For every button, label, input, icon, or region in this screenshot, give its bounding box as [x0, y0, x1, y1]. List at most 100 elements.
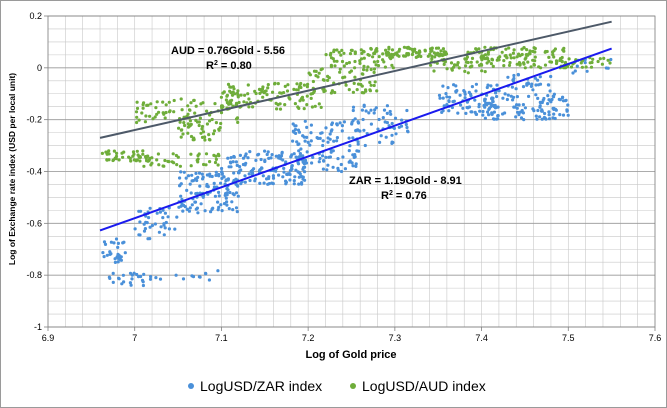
aud-trendline: [99, 20, 612, 139]
zar-data-point: [373, 108, 377, 112]
zar-data-point: [317, 160, 321, 164]
aud-data-point: [523, 66, 527, 70]
zar-data-point: [378, 140, 382, 144]
aud-data-point: [590, 60, 594, 65]
zar-data-point: [538, 75, 542, 79]
zar-data-point: [266, 150, 270, 154]
aud-data-point: [149, 163, 153, 167]
zar-data-point: [193, 200, 197, 204]
aud-data-point: [507, 63, 512, 67]
zar-data-point: [477, 105, 481, 109]
zar-data-point: [296, 160, 300, 164]
aud-data-point: [469, 60, 473, 64]
zar-data-point: [201, 177, 205, 181]
zar-data-point: [188, 206, 192, 210]
aud-data-point: [525, 48, 529, 52]
zar-data-point: [351, 164, 355, 168]
x-tick-label: 7.4: [475, 333, 488, 343]
zar-data-point: [530, 82, 534, 86]
aud-data-point: [164, 103, 168, 107]
zar-data-point: [481, 113, 485, 117]
zar-data-point: [282, 166, 286, 170]
zar-data-point: [444, 92, 448, 96]
zar-data-point: [532, 109, 536, 113]
zar-data-point: [609, 57, 613, 62]
y-tick-label: -0.6: [26, 218, 42, 228]
aud-data-point: [375, 89, 379, 93]
aud-data-point: [559, 58, 563, 62]
zar-data-point: [538, 105, 542, 109]
aud-data-point: [298, 84, 302, 88]
zar-data-point: [494, 91, 498, 95]
aud-data-point: [435, 53, 439, 57]
aud-data-point: [387, 47, 391, 51]
zar-data-point: [207, 278, 211, 282]
zar-data-point: [496, 114, 500, 118]
zar-data-point: [225, 191, 229, 195]
zar-data-point: [116, 245, 120, 249]
aud-data-point: [529, 65, 533, 69]
zar-data-point: [330, 122, 334, 127]
zar-data-point: [553, 107, 558, 111]
zar-data-point: [321, 139, 325, 143]
aud-data-point: [439, 49, 443, 53]
aud-data-point: [569, 65, 574, 69]
aud-data-point: [182, 121, 186, 125]
zar-data-point: [510, 85, 514, 89]
zar-data-point: [140, 278, 145, 282]
zar-data-point: [540, 108, 544, 112]
aud-data-point: [465, 55, 469, 59]
zar-data-point: [469, 110, 473, 114]
zar-data-point: [116, 260, 120, 264]
zar-data-point: [506, 93, 510, 97]
zar-data-point: [113, 257, 117, 261]
aud-data-point: [340, 48, 344, 53]
zar-data-point: [254, 158, 258, 162]
zar-data-point: [531, 88, 535, 92]
aud-data-point: [266, 83, 270, 87]
zar-data-point: [445, 95, 449, 99]
zar-data-point: [474, 89, 478, 93]
aud-data-point: [208, 119, 212, 123]
aud-data-point: [163, 116, 167, 120]
zar-data-point: [379, 134, 383, 138]
zar-data-point: [292, 179, 296, 183]
zar-data-point: [185, 188, 189, 192]
aud-r-squared-exponent: 2: [214, 60, 218, 67]
zar-data-point: [356, 140, 360, 144]
zar-data-point: [186, 174, 191, 178]
zar-data-point: [217, 194, 221, 198]
aud-data-point: [480, 58, 484, 62]
zar-data-point: [456, 111, 460, 115]
aud-data-point: [372, 60, 376, 64]
aud-data-point: [360, 84, 364, 88]
zar-data-point: [121, 273, 125, 277]
zar-data-point: [142, 272, 146, 276]
aud-data-point: [533, 55, 537, 59]
aud-data-point: [161, 100, 165, 104]
zar-data-point: [296, 170, 300, 174]
aud-data-point: [381, 52, 385, 56]
aud-data-point: [157, 110, 161, 114]
x-tick-label: 7.1: [215, 333, 228, 343]
zar-data-point: [347, 149, 351, 153]
zar-data-point: [483, 116, 487, 120]
aud-data-point: [552, 49, 556, 53]
zar-data-point: [534, 93, 538, 97]
aud-data-point: [283, 84, 287, 88]
x-tick-label: 7.5: [562, 333, 575, 343]
aud-data-point: [503, 54, 507, 58]
aud-data-point: [205, 122, 209, 126]
zar-data-point: [338, 121, 342, 125]
aud-data-point: [213, 102, 217, 106]
aud-data-point: [337, 50, 341, 54]
aud-data-point: [344, 83, 348, 87]
zar-data-point: [441, 109, 445, 113]
zar-data-point: [196, 175, 200, 179]
zar-data-point: [222, 175, 226, 179]
aud-data-point: [430, 54, 434, 58]
aud-data-point: [491, 64, 495, 68]
aud-data-point: [551, 53, 555, 57]
aud-data-point: [436, 46, 441, 50]
aud-data-point: [154, 106, 158, 110]
